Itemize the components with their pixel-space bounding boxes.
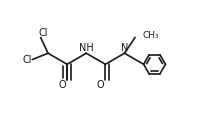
Text: CH₃: CH₃ xyxy=(142,31,159,40)
Text: Cl: Cl xyxy=(22,55,32,65)
Text: NH: NH xyxy=(79,43,94,53)
Text: O: O xyxy=(58,80,66,90)
Text: N: N xyxy=(121,43,128,53)
Text: O: O xyxy=(97,80,104,90)
Text: Cl: Cl xyxy=(38,28,48,38)
